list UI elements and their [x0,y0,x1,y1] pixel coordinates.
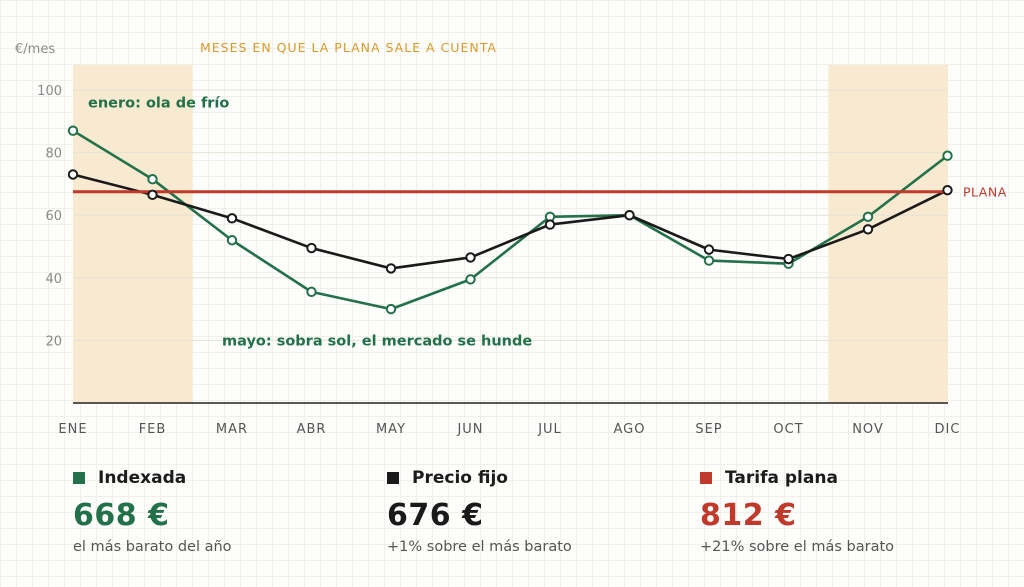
series-line-indexada [72,129,949,311]
plana-label: Tarifa plana [725,468,838,488]
data-point-indexada [226,235,238,246]
data-point-fijo [226,213,238,224]
x-tick-label: AGO [614,422,646,437]
data-point-fijo [862,224,874,235]
x-tick-label: FEB [139,422,167,437]
data-point-fijo [67,169,79,180]
data-point-fijo [942,184,953,196]
data-point-fijo [385,263,397,274]
data-point-fijo [306,242,317,254]
fijo-note: +1% sobre el más barato [387,539,572,555]
indexada-total: 668 € [73,498,170,533]
flat-rate-label: PLANA [963,185,1007,200]
indexada-label: Indexada [98,468,187,488]
plana-swatch [700,472,712,484]
annotation-0: enero: ola de frío [88,96,229,112]
data-point-indexada [465,274,476,285]
indexada-swatch [73,472,85,484]
highlight-band-1 [828,64,948,404]
y-tick-label: 40 [45,272,62,287]
x-tick-label: SEP [695,422,722,437]
x-tick-label: OCT [773,422,803,437]
x-tick-label: ENE [58,422,87,437]
y-tick-label: 20 [45,334,62,349]
y-tick-label: 80 [45,147,62,162]
y-tick-label: 60 [45,209,62,224]
fijo-total: 676 € [387,498,484,533]
x-tick-label: MAY [376,422,406,437]
data-point-fijo [703,244,715,255]
data-point-indexada [385,303,397,315]
y-unit-label: €/mes [15,42,55,57]
x-tick-label: DIC [935,422,961,437]
data-point-indexada [862,211,874,222]
x-tick-label: ABR [297,422,327,437]
annotation-1: mayo: sobra sol, el mercado se hunde [222,333,532,349]
data-point-indexada [703,255,715,266]
data-point-fijo [783,253,794,265]
highlight-band-0 [73,64,193,404]
data-point-fijo [544,219,556,230]
series-line-fijo [72,173,949,270]
band-title: MESES EN QUE LA PLANA SALE A CUENTA [200,40,497,55]
x-tick-label: JUL [537,422,562,437]
plana-note: +21% sobre el más barato [700,539,895,555]
summary-plana: Tarifa plana 812 € +21% sobre el más bar… [700,468,1020,555]
data-point-fijo [147,189,158,201]
summary-fijo: Precio fijo 676 € +1% sobre el más barat… [387,468,707,555]
data-point-fijo [624,210,635,221]
fijo-swatch [387,472,399,484]
x-tick-label: JUN [456,422,483,437]
x-tick-label: MAR [216,422,248,437]
indexada-note: el más barato del año [73,539,232,555]
data-point-fijo [465,252,476,263]
data-point-indexada [147,174,158,185]
summary-indexada: Indexada 668 € el más barato del año [73,468,393,555]
data-point-indexada [67,125,79,136]
y-tick-label: 100 [37,84,62,99]
data-point-indexada [942,150,953,161]
data-point-indexada [306,286,317,298]
fijo-label: Precio fijo [412,468,508,488]
x-tick-label: NOV [852,422,884,437]
plana-total: 812 € [700,498,797,533]
